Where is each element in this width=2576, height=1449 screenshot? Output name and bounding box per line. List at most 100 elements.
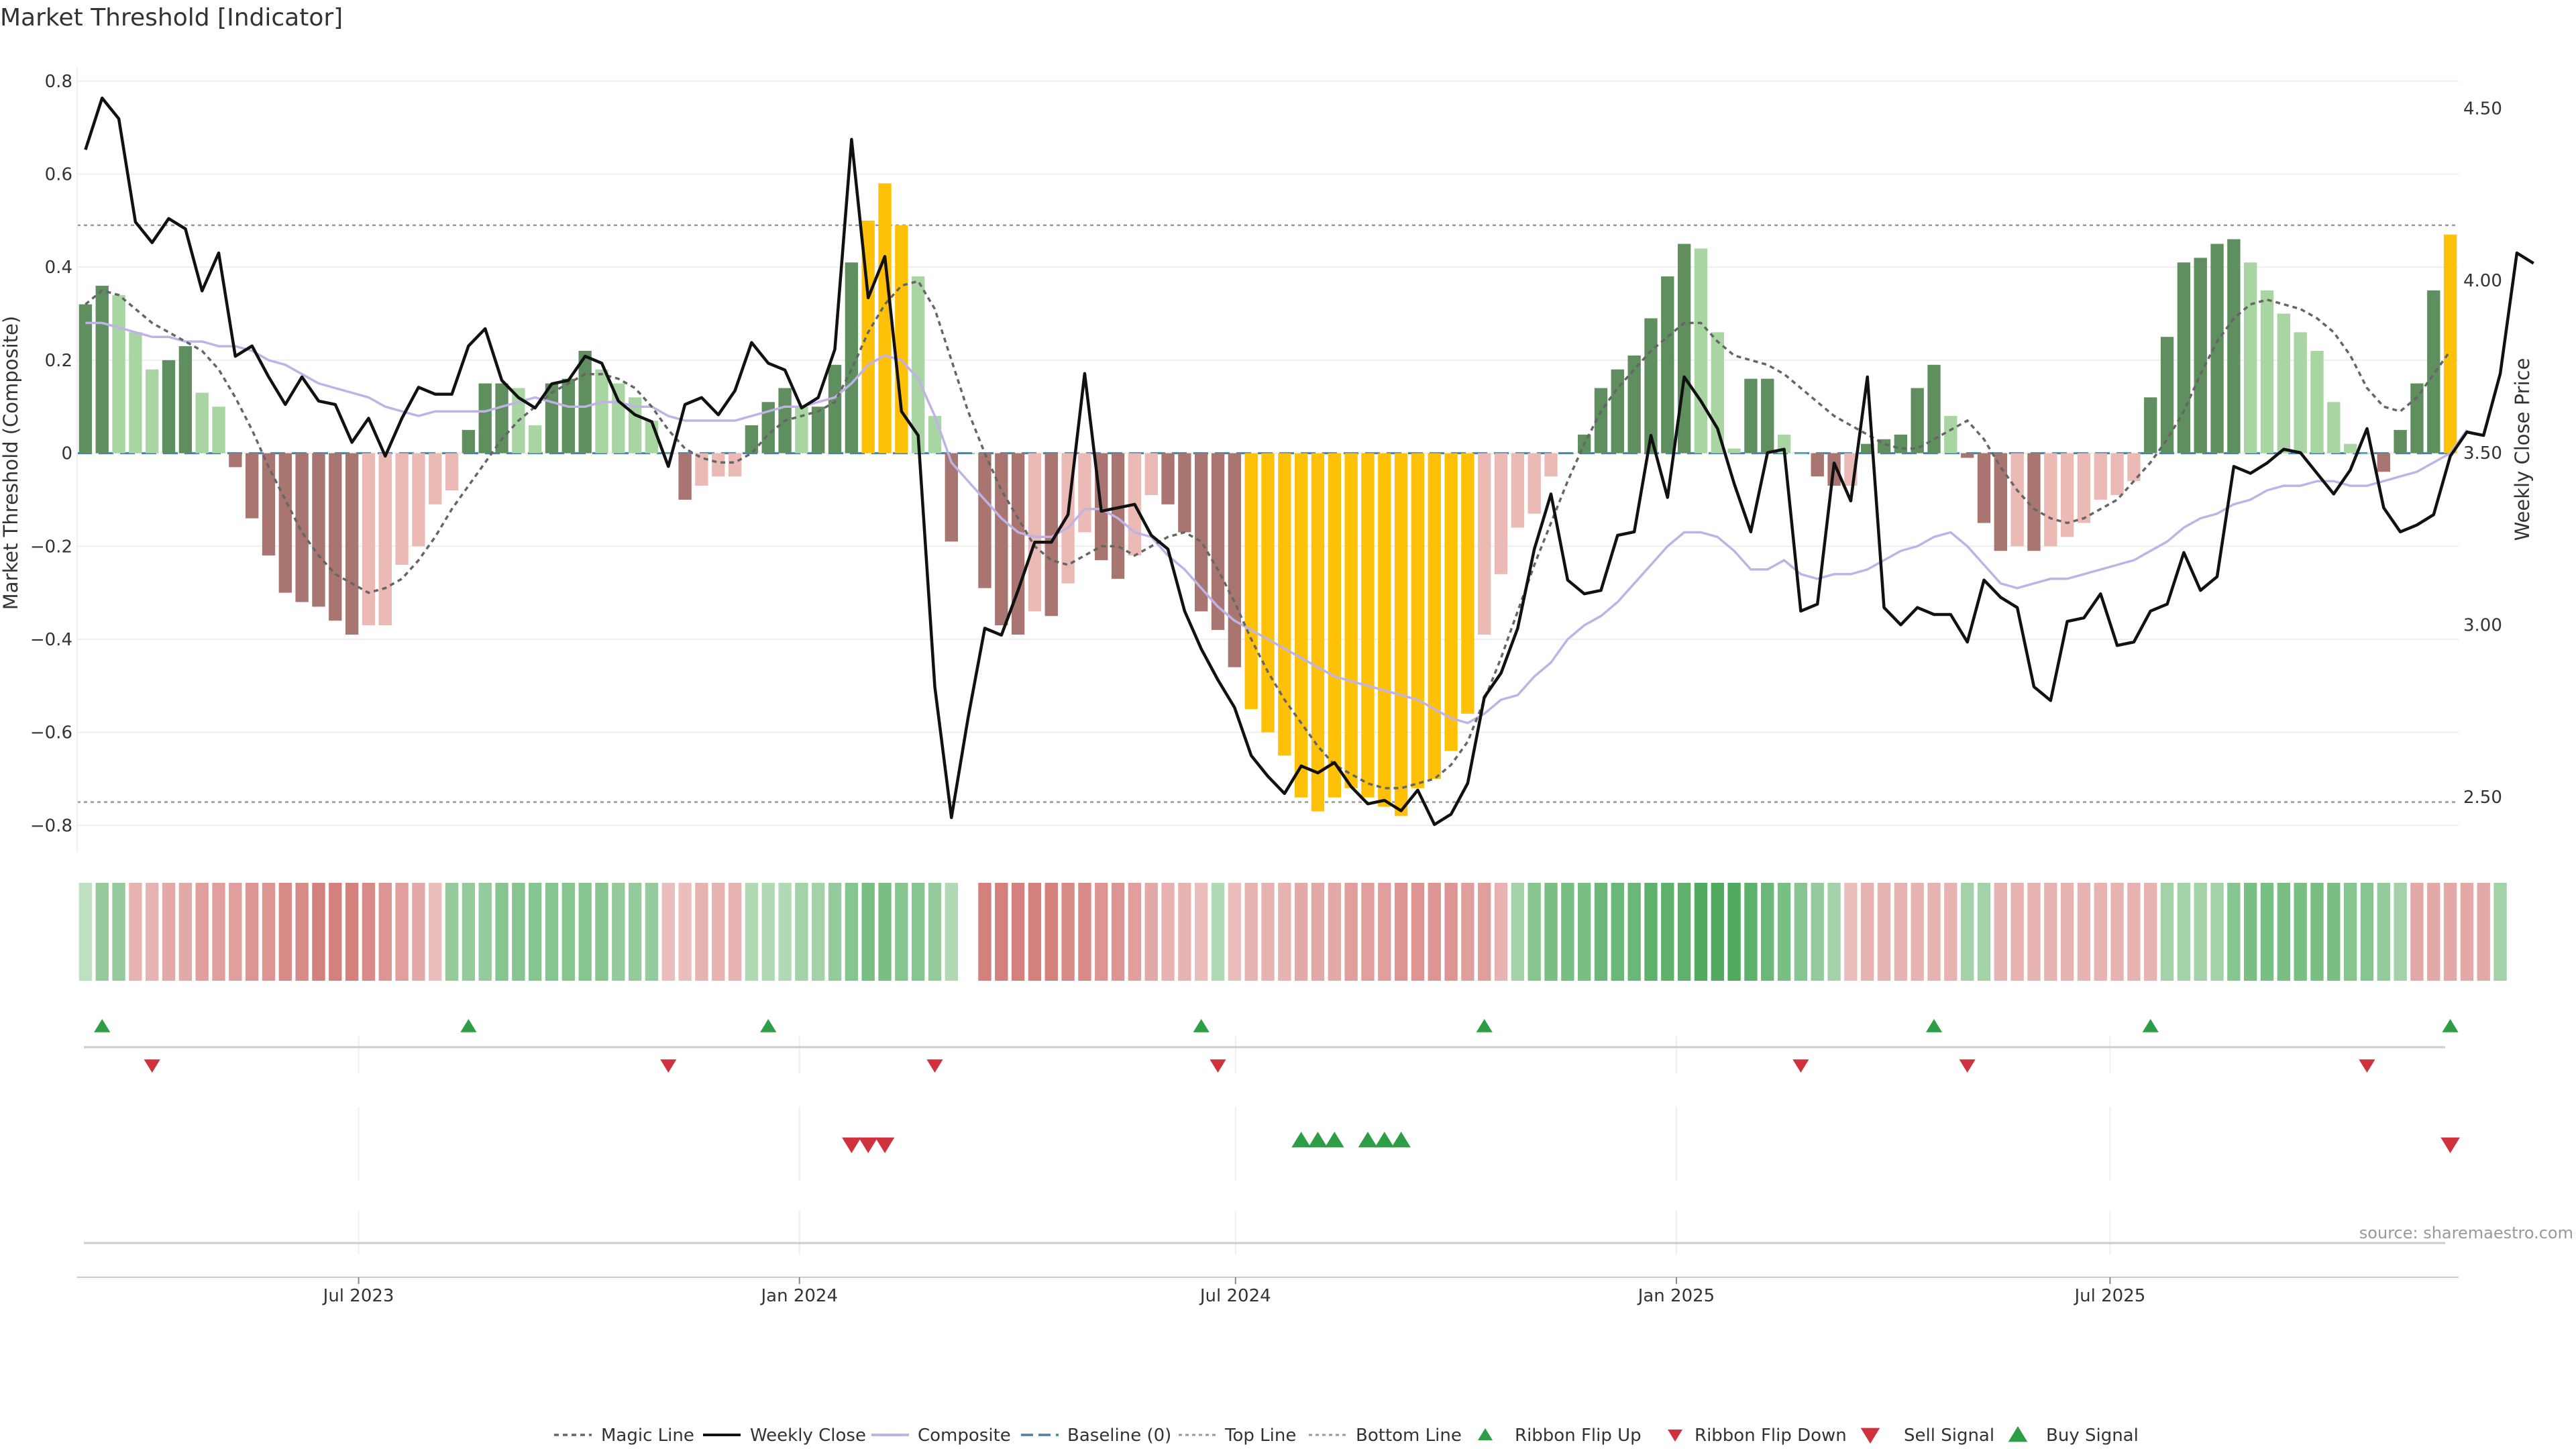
ribbon-cell: [561, 883, 576, 981]
ribbon-cell: [1211, 883, 1225, 981]
composite-bar: [1328, 453, 1341, 798]
y-left-tick-label: −0.8: [30, 816, 72, 836]
ribbon-cell: [2277, 883, 2291, 981]
composite-bar: [462, 429, 476, 453]
composite-bar: [2443, 234, 2457, 453]
y-left-tick-label: 0.6: [45, 164, 72, 184]
ribbon-flip-down-marker: [1959, 1059, 1976, 1073]
composite-bar: [2427, 290, 2440, 453]
ribbon-cell: [1478, 883, 1491, 981]
ribbon-cell: [1378, 883, 1391, 981]
ribbon-cell: [678, 883, 692, 981]
composite-bar: [1361, 453, 1375, 798]
legend: Magic Line Weekly Close Composite Baseline …: [554, 1426, 2139, 1446]
composite-bar: [1694, 248, 1708, 453]
ribbon-cell: [245, 883, 259, 981]
composite-bar: [362, 453, 376, 626]
composite-bar: [95, 285, 109, 453]
y-left-tick-label: 0.8: [45, 72, 72, 92]
ribbon-cell: [1261, 883, 1275, 981]
ribbon-cell: [1827, 883, 1841, 981]
y-left-tick-label: −0.6: [30, 723, 72, 743]
buy-signal-marker: [1291, 1132, 1311, 1148]
composite-bar: [1511, 453, 1525, 528]
composite-bar: [1228, 453, 1242, 667]
composite-bar: [561, 378, 576, 453]
composite-bar: [1761, 378, 1774, 453]
ribbon-cell: [378, 883, 392, 981]
ribbon-cell: [895, 883, 908, 981]
ribbon-cell: [1461, 883, 1474, 981]
ribbon-cell: [412, 883, 425, 981]
composite-bar: [2244, 262, 2257, 453]
ribbon-cell: [1544, 883, 1558, 981]
legend-label: Composite: [918, 1426, 1011, 1446]
ribbon-cell: [312, 883, 325, 981]
ribbon-flip-up-marker: [2142, 1019, 2159, 1032]
composite-bar: [1727, 448, 1741, 453]
composite-bar: [1994, 453, 2007, 551]
composite-bar: [1244, 453, 1258, 709]
composite-bar: [695, 453, 708, 486]
ribbon-cell: [2060, 883, 2074, 981]
composite-bar: [1661, 276, 1674, 453]
ribbon-cell: [178, 883, 193, 981]
ribbon-cell: [1711, 883, 1724, 981]
ribbon-cell: [2194, 883, 2207, 981]
magic-line: [85, 279, 2452, 790]
ribbon-cell: [578, 883, 592, 981]
ribbon-cell: [2360, 883, 2374, 981]
composite-bar: [1478, 453, 1491, 635]
composite-bar: [578, 351, 592, 453]
ribbon-cell: [1394, 883, 1408, 981]
ribbon-cell: [1494, 883, 1508, 981]
ribbon-cell: [95, 883, 109, 981]
legend-label: Ribbon Flip Down: [1695, 1426, 1847, 1446]
ribbon-cell: [761, 883, 775, 981]
ribbon-cell: [1328, 883, 1341, 981]
composite-bar: [195, 392, 209, 453]
composite-bar: [395, 453, 409, 565]
legend-item-sell: Sell Signal: [1860, 1426, 1994, 1446]
ribbon-cell: [778, 883, 792, 981]
composite-bar: [2194, 258, 2207, 453]
ribbon-cell: [329, 883, 342, 981]
ribbon-cell: [1311, 883, 1325, 981]
ribbon-flip-down-marker: [1792, 1059, 1809, 1073]
composite-bar: [2294, 332, 2307, 453]
composite-bar: [895, 225, 908, 453]
ribbon-cell: [1561, 883, 1574, 981]
y-right-tick-label: 4.50: [2463, 99, 2502, 119]
ribbon-cell: [1361, 883, 1375, 981]
composite-bar: [761, 402, 775, 453]
composite-bar: [745, 425, 759, 453]
composite-bar: [1278, 453, 1291, 756]
ribbon-cell: [1161, 883, 1175, 981]
ribbon-flip-up-marker: [94, 1019, 111, 1032]
ribbon-cell: [728, 883, 742, 981]
composite-bar: [329, 453, 342, 621]
legend-label: Baseline (0): [1067, 1426, 1171, 1446]
y-left-tick-label: −0.4: [30, 630, 72, 650]
composite-bar: [878, 183, 892, 453]
ribbon-cell: [2294, 883, 2307, 981]
ribbon-cell: [2377, 883, 2390, 981]
legend-label: Buy Signal: [2046, 1426, 2139, 1446]
legend-swatch-flip-up: [1478, 1428, 1493, 1440]
series-lines: [84, 96, 2534, 826]
legend-item-buy: Buy Signal: [2008, 1426, 2139, 1446]
composite-bar: [1494, 453, 1508, 574]
ribbon-cell: [162, 883, 176, 981]
ribbon-cell: [1061, 883, 1075, 981]
composite-bar: [2027, 453, 2041, 551]
legend-swatch-buy: [2008, 1426, 2028, 1442]
ribbon-cell: [995, 883, 1008, 981]
y-right-tick-label: 2.50: [2463, 788, 2502, 808]
ribbon-cell: [1527, 883, 1541, 981]
composite-bar: [2127, 453, 2141, 482]
ribbon-cell: [645, 883, 659, 981]
composite-bar: [412, 453, 425, 547]
composite-bar: [812, 407, 825, 453]
ribbon-flip-up-marker: [1193, 1019, 1210, 1032]
composite-bar: [712, 453, 725, 477]
